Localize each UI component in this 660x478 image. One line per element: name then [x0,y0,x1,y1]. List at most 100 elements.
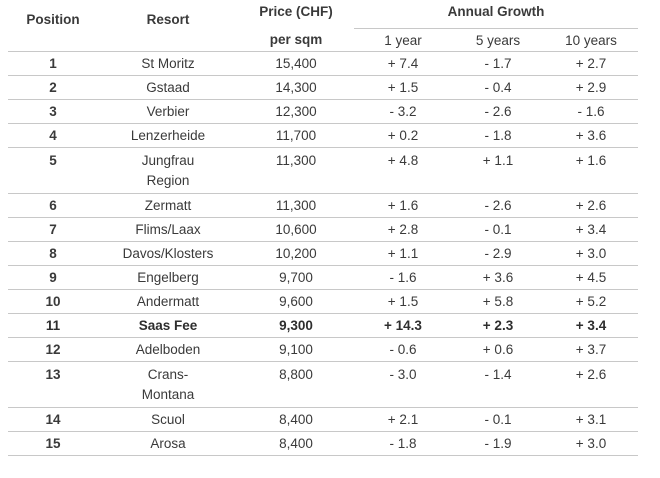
growth-5y-cell: - 1.4 [484,367,512,382]
position-cell: 9 [49,270,57,285]
header-row-top: Position Resort Price (CHF) Annual Growt… [8,0,638,29]
position-cell: 3 [49,104,57,119]
position-cell: 1 [49,56,57,71]
resort-cell: Verbier [146,104,190,119]
table-row: 3 Verbier 12,300 - 3.2 - 2.6 - 1.6 [8,99,638,124]
growth-1y-cell: + 0.2 [387,128,419,143]
position-cell: 4 [49,128,57,143]
growth-10y-cell: + 3.6 [575,128,607,143]
price-cell: 11,300 [275,153,317,168]
growth-1y-cell: - 1.6 [389,270,417,285]
table-row: 6 Zermatt 11,300 + 1.6 - 2.6 + 2.6 [8,193,638,218]
header-price-line1: Price (CHF) [259,4,333,19]
growth-1y-cell: + 1.6 [387,198,419,213]
position-cell: 15 [45,436,61,451]
growth-5y-cell: + 1.1 [482,153,514,168]
growth-1y-cell: - 3.2 [389,104,417,119]
growth-10y-cell: + 3.0 [575,246,607,261]
table-row: 8 Davos/Klosters 10,200 + 1.1 - 2.9 + 3.0 [8,241,638,266]
growth-5y-cell: - 0.4 [484,80,512,95]
growth-5y-cell: - 2.6 [484,198,512,213]
resort-cell: Scuol [151,412,185,427]
growth-5y-cell: + 0.6 [482,342,514,357]
resort-cell: Davos/Klosters [122,246,214,261]
growth-10y-cell: + 3.4 [575,222,607,237]
table-row: 14 Scuol 8,400 + 2.1 - 0.1 + 3.1 [8,407,638,432]
growth-1y-cell: + 14.3 [384,318,422,333]
resort-cell: Saas Fee [138,318,198,333]
growth-10y-cell: + 3.0 [575,436,607,451]
resort-cell: Adelboden [135,342,201,357]
growth-10y-cell: + 3.4 [575,318,607,333]
resort-cell: Andermatt [136,294,200,309]
position-cell: 14 [45,412,61,427]
table-row: 9 Engelberg 9,700 - 1.6 + 3.6 + 4.5 [8,265,638,290]
price-cell: 9,700 [279,270,313,285]
growth-10y-cell: + 2.7 [575,56,607,71]
growth-10y-cell: + 5.2 [575,294,607,309]
growth-5y-cell: + 2.3 [482,318,514,333]
resort-cell: Engelberg [137,270,199,285]
header-annual-growth: Annual Growth [354,0,638,29]
price-cell: 8,400 [279,412,313,427]
header-resort: Resort [146,12,190,27]
growth-10y-cell: + 2.6 [575,198,607,213]
growth-1y-cell: + 1.5 [387,80,419,95]
table-row: 15 Arosa 8,400 - 1.8 - 1.9 + 3.0 [8,431,638,456]
price-cell: 11,700 [275,128,317,143]
growth-1y-cell: + 2.8 [387,222,419,237]
price-cell: 8,800 [279,367,313,382]
price-cell: 10,600 [275,222,317,237]
price-cell: 11,300 [275,198,317,213]
table-row: 12 Adelboden 9,100 - 0.6 + 0.6 + 3.7 [8,337,638,362]
table-row: 2 Gstaad 14,300 + 1.5 - 0.4 + 2.9 [8,75,638,100]
growth-5y-cell: - 1.7 [484,56,512,71]
resort-cell: Gstaad [146,80,190,95]
growth-5y-cell: + 5.8 [482,294,514,309]
growth-5y-cell: - 1.8 [484,128,512,143]
growth-5y-cell: - 0.1 [484,222,512,237]
growth-1y-cell: + 7.4 [387,56,419,71]
price-cell: 15,400 [275,56,317,71]
price-cell: 9,600 [279,294,313,309]
table-row: 10 Andermatt 9,600 + 1.5 + 5.8 + 5.2 [8,289,638,314]
resort-cell: Arosa [150,436,186,451]
growth-5y-cell: - 2.9 [484,246,512,261]
table-row: 13 Crans- Montana 8,800 - 3.0 - 1.4 + 2.6 [8,361,638,408]
table-row: 11 Saas Fee 9,300 + 14.3 + 2.3 + 3.4 [8,313,638,338]
resort-cell: Crans- Montana [141,367,195,402]
growth-5y-cell: - 1.9 [484,436,512,451]
growth-1y-cell: + 1.1 [387,246,419,261]
resort-cell: St Moritz [141,56,195,71]
header-price-line2: per sqm [269,32,323,48]
growth-5y-cell: - 0.1 [484,412,512,427]
position-cell: 11 [45,318,61,333]
resort-price-table-container: Position Resort Price (CHF) Annual Growt… [8,0,638,456]
table-row: 1 St Moritz 15,400 + 7.4 - 1.7 + 2.7 [8,51,638,76]
growth-5y-cell: + 3.6 [482,270,514,285]
resort-cell: Flims/Laax [135,222,201,237]
price-cell: 8,400 [279,436,313,451]
price-cell: 9,300 [279,318,313,333]
resort-price-table: Position Resort Price (CHF) Annual Growt… [8,0,638,456]
position-cell: 12 [45,342,61,357]
header-5-years: 5 years [452,28,544,52]
growth-1y-cell: - 0.6 [389,342,417,357]
table-row: 4 Lenzerheide 11,700 + 0.2 - 1.8 + 3.6 [8,123,638,148]
position-cell: 2 [49,80,57,95]
growth-10y-cell: + 3.7 [575,342,607,357]
growth-10y-cell: + 4.5 [575,270,607,285]
growth-1y-cell: - 1.8 [389,436,417,451]
growth-5y-cell: - 2.6 [484,104,512,119]
price-cell: 14,300 [275,80,317,95]
position-cell: 6 [49,198,57,213]
header-1-year: 1 year [354,28,452,52]
resort-cell: Jungfrau Region [141,153,195,188]
resort-cell: Lenzerheide [130,128,206,143]
growth-1y-cell: - 3.0 [389,367,417,382]
price-cell: 10,200 [275,246,317,261]
growth-10y-cell: + 2.9 [575,80,607,95]
growth-1y-cell: + 2.1 [387,412,419,427]
table-row: 5 Jungfrau Region 11,300 + 4.8 + 1.1 + 1.6 [8,147,638,194]
growth-10y-cell: - 1.6 [577,104,605,119]
